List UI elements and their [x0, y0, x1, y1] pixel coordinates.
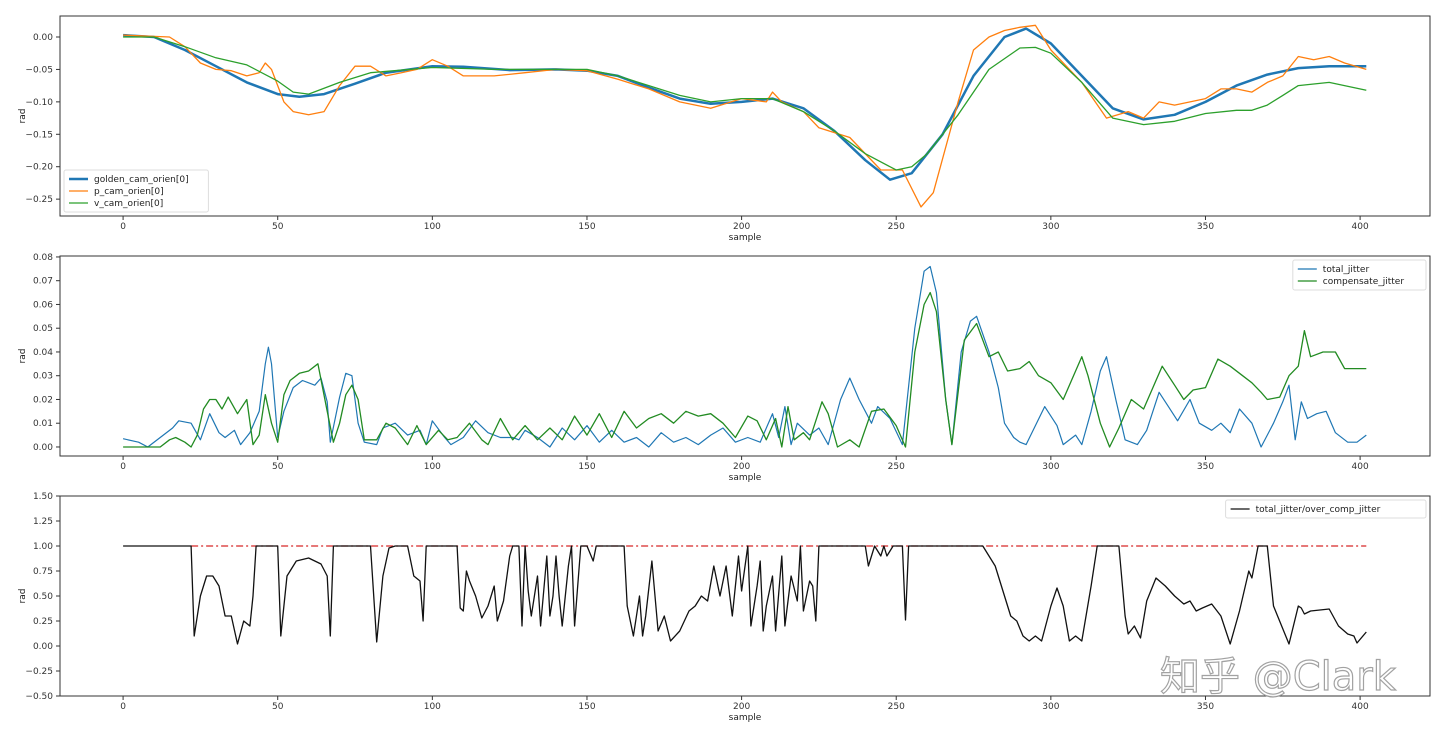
x-tick-label: 250: [888, 462, 905, 472]
y-tick-label: 0.25: [33, 617, 53, 627]
y-axis-label: rad: [18, 589, 28, 604]
x-tick-label: 350: [1197, 702, 1214, 712]
y-tick-label: 0.07: [33, 277, 53, 287]
y-tick-label: 0.05: [33, 324, 53, 334]
plot-area: [122, 265, 1367, 448]
series-line-total-jitter: [122, 265, 1367, 448]
y-tick-label: 1.50: [33, 492, 53, 502]
x-tick-label: 200: [733, 702, 750, 712]
x-axis-label: sample: [729, 713, 762, 723]
x-tick-label: 50: [272, 702, 284, 712]
legend: total_jitter compensate_jitter: [1292, 259, 1427, 291]
x-tick-label: 50: [272, 462, 284, 472]
x-tick-label: 400: [1352, 462, 1369, 472]
x-tick-label: 300: [1042, 702, 1059, 712]
x-tick-label: 400: [1352, 702, 1369, 712]
x-tick-label: 400: [1352, 222, 1369, 232]
axes-frame: [59, 255, 1431, 457]
y-tick-label: −0.25: [25, 667, 53, 677]
x-tick-label: 0: [120, 702, 126, 712]
y-tick-label: −0.05: [25, 65, 53, 75]
legend-label: v_cam_orien[0]: [94, 199, 163, 209]
x-tick-label: 50: [272, 222, 284, 232]
legend-box: [1292, 259, 1427, 291]
legend-label: total_jitter: [1323, 265, 1370, 275]
axes-frame: [59, 495, 1431, 697]
series-line-total-jitter-over-comp-jitter: [123, 545, 1367, 645]
y-tick-label: 1.25: [33, 517, 53, 527]
y-axis-label: rad: [18, 109, 28, 124]
x-tick-label: 200: [733, 222, 750, 232]
y-tick-label: −0.50: [25, 692, 53, 702]
y-tick-label: 0.08: [33, 253, 53, 263]
y-tick-label: 0.75: [33, 567, 53, 577]
series-line-v-cam-orien-0-: [123, 36, 1367, 171]
subplot-3: 0 50 100 150 200 250 300 350 400 −0.50 −0.25 0.00 0.…: [18, 492, 1431, 723]
x-tick-label: 350: [1197, 462, 1214, 472]
y-tick-label: 0.00: [33, 33, 53, 43]
legend-label: compensate_jitter: [1323, 277, 1405, 287]
x-tick-label: 0: [120, 462, 126, 472]
x-tick-label: 250: [888, 222, 905, 232]
legend: total_jitter/over_comp_jitter: [1225, 499, 1427, 519]
legend-box: [63, 169, 209, 213]
y-tick-label: 0.03: [33, 372, 53, 382]
y-axis-label: rad: [18, 349, 28, 364]
axes-frame: [59, 15, 1431, 217]
y-tick-label: −0.10: [25, 98, 53, 108]
x-tick-label: 300: [1042, 462, 1059, 472]
legend-label: p_cam_orien[0]: [94, 187, 164, 197]
y-tick-label: −0.25: [25, 195, 53, 205]
legend: golden_cam_orien[0] p_cam_orien[0] v_cam_o…: [63, 169, 209, 213]
y-tick-label: −0.15: [25, 130, 53, 140]
plot-area: [123, 545, 1367, 645]
y-tick-label: 1.00: [33, 542, 53, 552]
legend-box: [1225, 499, 1427, 519]
x-tick-label: 100: [424, 462, 441, 472]
legend-label: total_jitter/over_comp_jitter: [1256, 505, 1381, 515]
x-axis-label: sample: [729, 233, 762, 243]
y-tick-label: 0.50: [33, 592, 53, 602]
x-tick-label: 350: [1197, 222, 1214, 232]
y-tick-label: 0.06: [33, 300, 53, 310]
y-tick-label: 0.04: [33, 348, 53, 358]
x-axis-label: sample: [729, 473, 762, 483]
series-line-p-cam-orien-0-: [123, 24, 1367, 208]
x-tick-label: 150: [578, 462, 595, 472]
x-tick-label: 150: [578, 702, 595, 712]
x-tick-label: 150: [578, 222, 595, 232]
subplot-2: 0 50 100 150 200 250 300 350 400 0.00 0.01 0.02 0.03…: [18, 253, 1431, 483]
x-tick-label: 100: [424, 702, 441, 712]
plot-area: [123, 24, 1367, 208]
y-tick-label: −0.20: [25, 163, 53, 173]
x-tick-label: 100: [424, 222, 441, 232]
watermark: 知乎 @Clark: [1160, 654, 1397, 700]
y-tick-label: 0.01: [33, 419, 53, 429]
y-tick-label: 0.00: [33, 443, 53, 453]
y-tick-label: 0.00: [33, 642, 53, 652]
y-tick-label: 0.02: [33, 395, 53, 405]
series-line-compensate-jitter: [123, 291, 1367, 448]
x-tick-label: 200: [733, 462, 750, 472]
x-tick-label: 250: [888, 702, 905, 712]
legend-label: golden_cam_orien[0]: [94, 175, 189, 185]
x-tick-label: 0: [120, 222, 126, 232]
subplot-1: 0 50 100 150 200 250 300 350 400 0.00 −0.05 −0.10 −0…: [18, 15, 1431, 243]
x-tick-label: 300: [1042, 222, 1059, 232]
